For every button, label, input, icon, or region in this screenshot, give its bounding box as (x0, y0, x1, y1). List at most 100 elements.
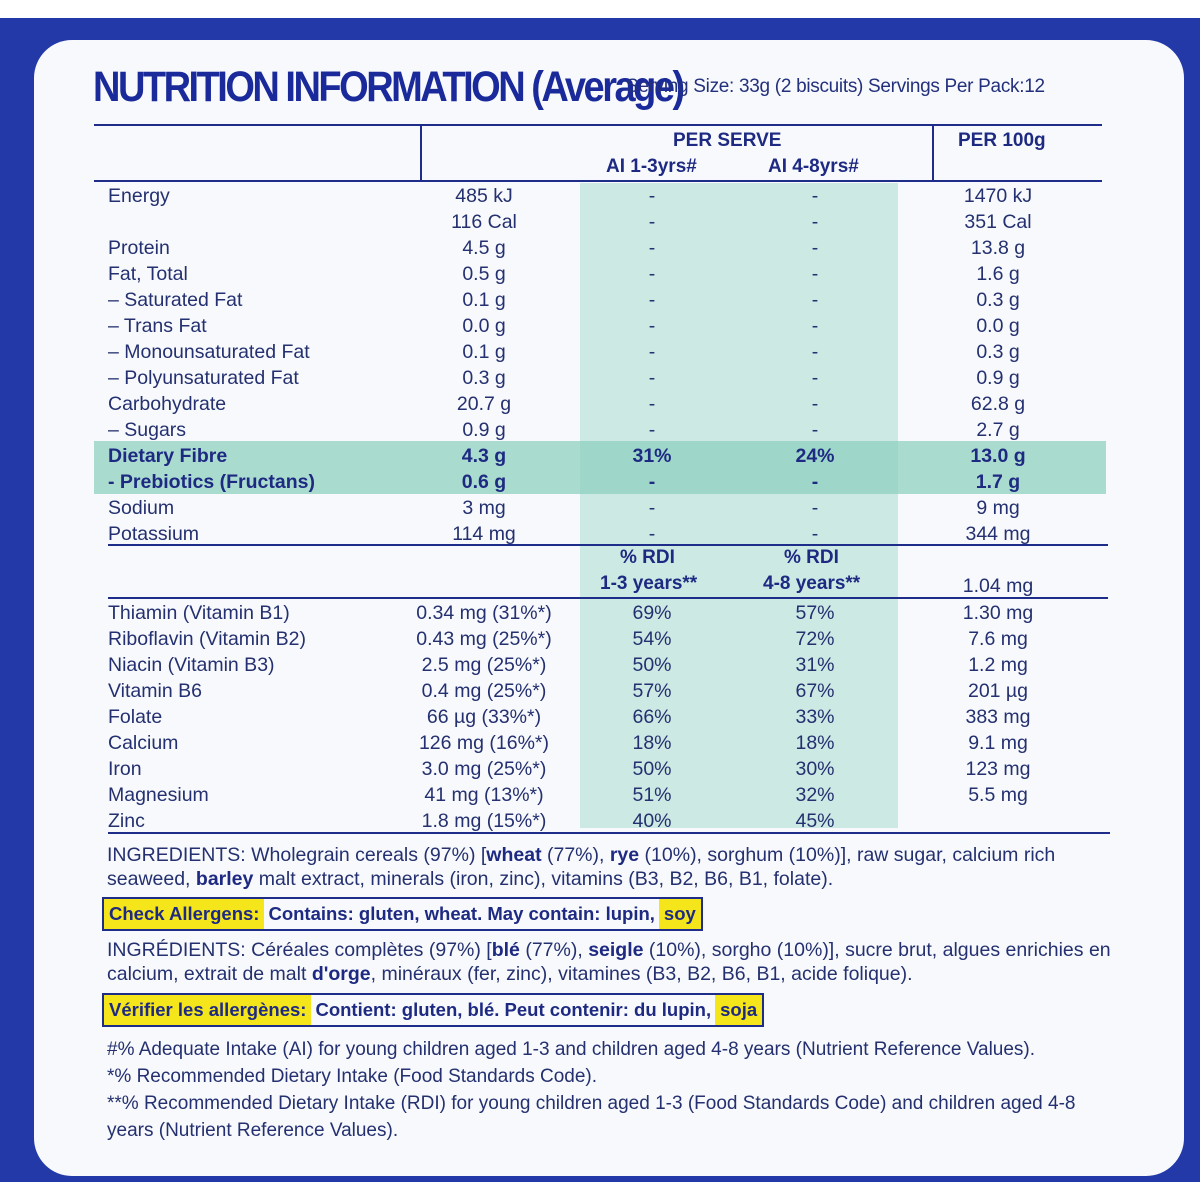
nutrient-cell-a48: - (811, 289, 819, 311)
nutrient-cell-serve: 0.9 g (462, 419, 506, 441)
col-divider-right (932, 125, 934, 182)
per-serve-header: PER SERVE (673, 130, 782, 151)
nutrient-cell-serve: 0.1 g (462, 341, 506, 363)
nutrient-cell-name: – Saturated Fat (108, 289, 243, 311)
ingredients-english: INGREDIENTS: Wholegrain cereals (97%) [w… (107, 844, 1056, 890)
vitamin-cell-serve: 3.0 mg (25%*) (421, 758, 547, 780)
rdi-4-8-header-line2: 4-8 years** (763, 573, 861, 594)
vitamin-cell-a48: 57% (795, 602, 835, 624)
nutrient-cell-a48: - (811, 315, 819, 337)
nutrient-cell-name: - Prebiotics (Fructans) (108, 471, 315, 493)
rdi-header-bottom-line (108, 597, 1108, 599)
vitamin-cell-p100: 201 µg (967, 680, 1029, 702)
rdi-1-3-header-line2: 1-3 years** (600, 573, 698, 594)
footnote-ai: #% Adequate Intake (AI) for young childr… (107, 1039, 1036, 1060)
vitamin-cell-p100: 383 mg (965, 706, 1031, 728)
vitamin-cell-a13: 54% (632, 628, 672, 650)
nutrient-cell-serve: 116 Cal (451, 211, 517, 233)
allergen-highlight-fr: soja (715, 995, 763, 1025)
nutrient-cell-serve: 485 kJ (455, 185, 513, 207)
vitamin-cell-p100: 5.5 mg (968, 784, 1028, 806)
nutrient-cell-name: Dietary Fibre (108, 445, 228, 467)
nutrient-cell-name: Potassium (108, 523, 200, 545)
nutrient-cell-a13: 31% (632, 445, 672, 467)
nutrient-cell-p100: 1.6 g (976, 263, 1020, 285)
vitamins-bottom-line (108, 832, 1110, 834)
nutrient-cell-serve: 3 mg (462, 497, 506, 519)
allergen-text: Contains: gluten, wheat. May contain: lu… (268, 903, 655, 924)
nutrient-cell-name: – Monounsaturated Fat (108, 341, 310, 363)
rdi-4-8-header-line1: % RDI (784, 547, 839, 568)
nutrient-cell-p100: 0.3 g (976, 289, 1020, 311)
vitamin-cell-serve: 0.4 mg (25%*) (421, 680, 547, 702)
dietary-fibre-highlight (94, 441, 1106, 494)
vitamin-cell-a48: 18% (795, 732, 835, 754)
nutrient-cell-a13: - (648, 237, 656, 259)
vitamin-cell-a13: 50% (632, 654, 672, 676)
col-divider-left (420, 125, 422, 182)
rdi-1-3-header-line1: % RDI (620, 547, 675, 568)
vitamin-cell-a13: 40% (632, 810, 672, 832)
vitamin-cell-p100: 123 mg (965, 758, 1031, 780)
vitamin-cell-a48: 30% (795, 758, 835, 780)
nutrient-cell-a13: - (648, 341, 656, 363)
allergen-label: Check Allergens: (104, 899, 265, 929)
nutrient-cell-a48: - (811, 419, 819, 441)
nutrient-cell-a13: - (648, 185, 656, 207)
vitamin-cell-a13: 57% (632, 680, 672, 702)
ai-columns-shade (580, 183, 898, 828)
vitamin-cell-name: Niacin (Vitamin B3) (108, 654, 275, 676)
nutrient-cell-p100: 0.9 g (976, 367, 1020, 389)
nutrient-cell-a48: - (811, 185, 819, 207)
ai-1-3-header: AI 1-3yrs# (606, 156, 697, 177)
nutrient-cell-p100: 344 mg (965, 523, 1031, 545)
nutrient-cell-a13: - (648, 393, 656, 415)
vitamin-cell-a48: 32% (795, 784, 835, 806)
vitamin-cell-name: Calcium (108, 732, 179, 754)
per-100g-header: PER 100g (958, 130, 1046, 151)
nutrient-cell-a13: - (648, 289, 656, 311)
nutrient-cell-a13: - (648, 367, 656, 389)
footnotes: #% Adequate Intake (AI) for young childr… (107, 1036, 1147, 1144)
vitamin-cell-a48: 67% (795, 680, 835, 702)
vitamin-cell-serve: 0.34 mg (31%*) (416, 602, 552, 624)
nutrient-cell-a48: - (811, 393, 819, 415)
nutrient-cell-p100: 1470 kJ (963, 185, 1033, 207)
nutrient-cell-serve: 0.0 g (462, 315, 506, 337)
page-title: NUTRITION INFORMATION (Average) (93, 64, 685, 112)
vitamin-cell-a13: 51% (632, 784, 672, 806)
title-row: NUTRITION INFORMATION (Average) Serving … (93, 64, 1123, 114)
vitamin-cell-name: Iron (108, 758, 142, 780)
nutrient-cell-a13: - (648, 263, 656, 285)
nutrient-cell-serve: 0.1 g (462, 289, 506, 311)
nutrient-cell-a48: - (811, 211, 819, 233)
nutrient-cell-a13: - (648, 471, 656, 493)
rdi-header-per-100g: 1.04 mg (962, 575, 1034, 597)
nutrient-cell-p100: 1.7 g (975, 471, 1021, 493)
footnote-rdi: *% Recommended Dietary Intake (Food Stan… (107, 1066, 598, 1087)
nutrient-cell-p100: 351 Cal (964, 211, 1032, 233)
vitamin-cell-serve: 0.43 mg (25%*) (416, 628, 552, 650)
table-top-line (94, 124, 1102, 126)
nutrient-cell-p100: 13.8 g (970, 237, 1026, 259)
nutrient-cell-p100: 0.3 g (976, 341, 1020, 363)
footnote-rdi-children: **% Recommended Dietary Intake (RDI) for… (107, 1093, 1076, 1141)
vitamin-cell-p100: 7.6 mg (968, 628, 1028, 650)
vitamin-cell-p100: 1.30 mg (962, 602, 1034, 624)
allergen-label-fr: Vérifier les allergènes: (104, 995, 312, 1025)
nutrient-cell-a13: - (648, 523, 656, 545)
vitamin-cell-a13: 18% (632, 732, 672, 754)
header-bottom-line (94, 180, 1102, 182)
nutrient-cell-a13: - (648, 419, 656, 441)
nutrient-cell-a48: - (811, 263, 819, 285)
vitamin-cell-serve: 1.8 mg (15%*) (421, 810, 547, 832)
nutrient-cell-name: Sodium (108, 497, 175, 519)
nutrient-cell-serve: 114 mg (452, 523, 516, 545)
vitamin-cell-serve: 126 mg (16%*) (418, 732, 550, 754)
vitamin-cell-serve: 66 µg (33%*) (426, 706, 542, 728)
vitamin-cell-name: Vitamin B6 (108, 680, 202, 702)
ingredients-french: INGRÉDIENTS: Céréales complètes (97%) [b… (107, 939, 1111, 985)
nutrient-cell-a48: - (811, 341, 819, 363)
vitamin-cell-a48: 72% (795, 628, 835, 650)
